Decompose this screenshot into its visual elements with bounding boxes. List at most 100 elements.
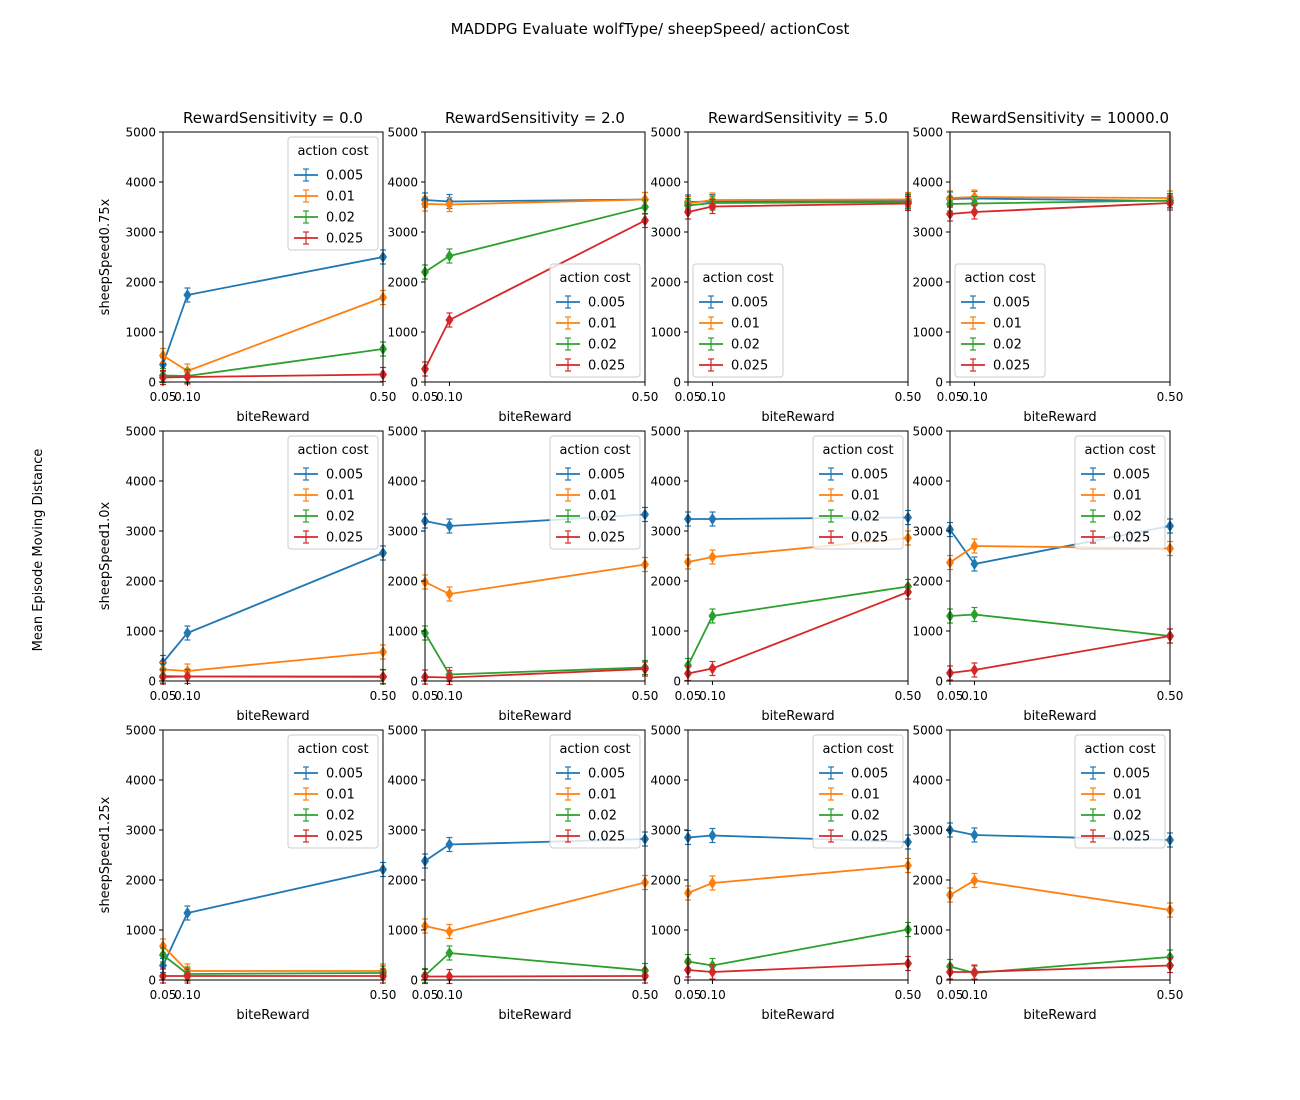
legend: action cost 0.005 0.01 0.02 0.025 bbox=[1074, 734, 1166, 849]
data-point bbox=[445, 314, 454, 326]
y-tick-label: 0 bbox=[935, 376, 943, 390]
column-title: RewardSensitivity = 2.0 bbox=[445, 109, 625, 127]
y-tick-label: 5000 bbox=[650, 425, 681, 439]
subplot-r2-c2: 0 1000 2000 3000 4000 5000 0.050.10 0.50 biteRew… bbox=[387, 425, 658, 725]
data-point bbox=[183, 289, 192, 301]
data-point bbox=[708, 551, 717, 563]
data-point bbox=[183, 907, 192, 919]
legend-label: 0.02 bbox=[326, 211, 355, 226]
data-point bbox=[708, 610, 717, 622]
legend: action cost 0.005 0.01 0.02 0.025 bbox=[692, 263, 784, 378]
row-label: sheepSpeed1.25x bbox=[98, 796, 113, 913]
x-tick-label: 0.05 bbox=[675, 988, 702, 1002]
legend: action cost 0.005 0.01 0.02 0.025 bbox=[812, 435, 904, 550]
x-tick-label: 0.05 bbox=[937, 689, 964, 703]
y-tick-label: 0 bbox=[935, 675, 943, 689]
y-tick-label: 4000 bbox=[912, 176, 943, 190]
legend-label: 0.005 bbox=[588, 296, 625, 311]
y-tick-label: 5000 bbox=[650, 724, 681, 738]
legend-box bbox=[1074, 734, 1166, 849]
legend-title: action cost bbox=[297, 742, 368, 757]
legend-label: 0.02 bbox=[851, 510, 880, 525]
y-tick-label: 2000 bbox=[650, 874, 681, 888]
x-tick-label: 0.10 bbox=[174, 390, 201, 404]
legend: action cost 0.005 0.01 0.02 0.025 bbox=[287, 435, 379, 550]
y-tick-label: 2000 bbox=[387, 874, 418, 888]
x-axis-label: biteReward bbox=[236, 709, 309, 724]
data-point bbox=[970, 206, 979, 218]
x-tick-label: 0.10 bbox=[436, 988, 463, 1002]
data-point bbox=[445, 250, 454, 262]
x-tick-label: 0.05 bbox=[150, 689, 177, 703]
subplot-r1-c3: 0 1000 2000 3000 4000 5000 0.050.10 0.50 biteRew… bbox=[650, 109, 921, 425]
legend-label: 0.005 bbox=[993, 296, 1030, 311]
data-point bbox=[708, 829, 717, 842]
y-tick-label: 3000 bbox=[912, 525, 943, 539]
y-tick-label: 3000 bbox=[912, 226, 943, 240]
legend-label: 0.025 bbox=[851, 531, 888, 546]
legend-label: 0.005 bbox=[1113, 767, 1150, 782]
y-tick-label: 0 bbox=[935, 974, 943, 988]
y-tick-label: 3000 bbox=[387, 525, 418, 539]
y-tick-label: 2000 bbox=[387, 575, 418, 589]
x-axis-label: biteReward bbox=[761, 410, 834, 425]
axes-frame bbox=[949, 430, 1171, 682]
legend-label: 0.005 bbox=[326, 169, 363, 184]
data-point bbox=[183, 627, 192, 639]
series-line-0.01 bbox=[949, 196, 1171, 199]
x-tick-label: 0.50 bbox=[1157, 689, 1184, 703]
legend-title: action cost bbox=[297, 443, 368, 458]
x-axis-label: biteReward bbox=[236, 410, 309, 425]
y-tick-label: 5000 bbox=[387, 724, 418, 738]
y-tick-label: 2000 bbox=[125, 276, 156, 290]
x-tick-label: 0.10 bbox=[174, 988, 201, 1002]
legend-label: 0.005 bbox=[851, 468, 888, 483]
subplot-r3-c3: 0 1000 2000 3000 4000 5000 0.050.10 0.50 biteRew… bbox=[650, 724, 921, 1024]
legend-label: 0.005 bbox=[1113, 468, 1150, 483]
legend-label: 0.02 bbox=[851, 809, 880, 824]
legend-label: 0.01 bbox=[993, 317, 1022, 332]
x-tick-label: 0.50 bbox=[370, 689, 397, 703]
x-tick-label: 0.10 bbox=[699, 689, 726, 703]
legend-label: 0.025 bbox=[588, 830, 625, 845]
y-tick-label: 0 bbox=[410, 974, 418, 988]
subplot-r1-c1: 0 1000 2000 3000 4000 5000 0.050.10 0.50 biteRew… bbox=[98, 109, 396, 425]
y-tick-label: 3000 bbox=[650, 226, 681, 240]
y-tick-label: 5000 bbox=[125, 425, 156, 439]
data-point bbox=[445, 520, 454, 532]
legend-label: 0.01 bbox=[851, 489, 880, 504]
subplot-r2-c4: 0 1000 2000 3000 4000 5000 0.050.10 0.50 biteRew… bbox=[912, 425, 1183, 725]
y-tick-label: 0 bbox=[673, 376, 681, 390]
data-point bbox=[445, 588, 454, 600]
x-tick-label: 0.05 bbox=[412, 988, 439, 1002]
y-tick-label: 5000 bbox=[650, 126, 681, 140]
y-tick-label: 3000 bbox=[650, 525, 681, 539]
subplot-r2-c3: 0 1000 2000 3000 4000 5000 0.050.10 0.50 biteRew… bbox=[650, 425, 921, 725]
data-point bbox=[970, 540, 979, 552]
x-tick-label: 0.50 bbox=[632, 390, 659, 404]
legend-box bbox=[549, 263, 641, 378]
x-tick-label: 0.05 bbox=[412, 390, 439, 404]
legend: action cost 0.005 0.01 0.02 0.025 bbox=[954, 263, 1046, 378]
legend: action cost 0.005 0.01 0.02 0.025 bbox=[287, 734, 379, 849]
row-label: sheepSpeed0.75x bbox=[98, 198, 113, 315]
y-tick-label: 4000 bbox=[387, 176, 418, 190]
y-tick-label: 0 bbox=[673, 675, 681, 689]
x-axis-label: biteReward bbox=[1023, 709, 1096, 724]
legend-label: 0.025 bbox=[1113, 830, 1150, 845]
axes-frame bbox=[687, 729, 909, 981]
legend-label: 0.005 bbox=[326, 767, 363, 782]
data-point bbox=[445, 925, 454, 938]
legend-box bbox=[812, 734, 904, 849]
series-line-0.025 bbox=[425, 975, 646, 978]
data-point bbox=[708, 877, 717, 889]
x-tick-label: 0.50 bbox=[895, 988, 922, 1002]
y-tick-label: 3000 bbox=[387, 226, 418, 240]
y-tick-label: 3000 bbox=[650, 824, 681, 838]
y-tick-label: 1000 bbox=[387, 625, 418, 639]
y-tick-label: 4000 bbox=[912, 774, 943, 788]
y-tick-label: 1000 bbox=[912, 326, 943, 340]
legend-box bbox=[287, 136, 379, 251]
y-tick-label: 4000 bbox=[650, 475, 681, 489]
legend-box bbox=[287, 435, 379, 550]
